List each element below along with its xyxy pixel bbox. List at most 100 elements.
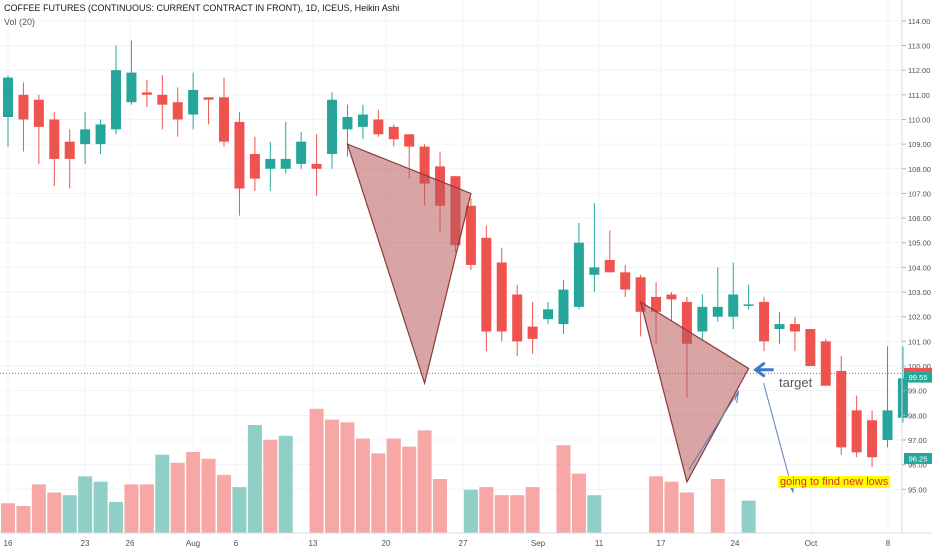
volume-indicator-label[interactable]: Vol (20) (4, 17, 36, 27)
candle-body (157, 94, 168, 105)
candle-body (666, 294, 677, 300)
volume-bar (571, 473, 586, 533)
date-label: 8 (886, 539, 891, 548)
volume-bar (325, 419, 340, 533)
date-label: 11 (595, 539, 604, 548)
volume-bar (93, 481, 108, 533)
new-lows-label: going to find new lows (778, 476, 891, 488)
candle-body (527, 326, 538, 339)
volume-bar (1, 503, 15, 533)
candle-body (789, 324, 800, 332)
price-tick-label: 96.00 (908, 461, 927, 470)
triangle-pattern-1 (346, 143, 472, 386)
time-axis[interactable]: 16 23 26 Aug 6 13 20 27 Sep 11 17 24 Oct 8 (4, 539, 891, 548)
candle-body (620, 272, 631, 290)
projection-down-line (763, 383, 794, 492)
price-tick-label: 109.00 (908, 140, 931, 149)
price-tick-label: 112.00 (908, 66, 930, 75)
volume-bars (1, 408, 756, 533)
candle-body (496, 262, 507, 332)
volume-bar (386, 438, 401, 533)
volume-bar (201, 458, 216, 533)
date-label: 27 (459, 539, 468, 548)
candle-body (635, 277, 646, 312)
date-label: Oct (805, 539, 818, 548)
candle-body (805, 329, 816, 367)
price-tick-label: 114.00 (908, 17, 930, 26)
volume-bar (62, 495, 77, 533)
candle-body (481, 237, 492, 332)
volume-bar (679, 492, 694, 533)
volume-bar (402, 446, 417, 533)
volume-bar (78, 476, 93, 533)
candle-body (558, 289, 569, 325)
price-tick-label: 106.00 (908, 214, 931, 223)
price-badge-label: 96.25 (909, 454, 928, 463)
candle-body (234, 121, 245, 189)
price-badge-label: 99.55 (909, 373, 928, 382)
volume-bar (217, 474, 232, 533)
price-tick-label: 113.00 (908, 42, 930, 51)
candle-body (203, 97, 214, 100)
grid (0, 0, 902, 533)
date-label: 23 (81, 539, 90, 548)
volume-bar (16, 506, 31, 533)
candle-body (589, 267, 600, 275)
candle-body (867, 420, 878, 458)
candle-body (759, 301, 770, 342)
price-tick-label: 105.00 (908, 239, 931, 248)
target-arrow-head (753, 362, 766, 378)
volume-bar (587, 495, 602, 533)
volume-bar (124, 484, 139, 533)
price-axis[interactable]: 114.00 113.00 112.00 111.00 110.00 109.00 108.… (902, 17, 931, 494)
date-label: 17 (657, 539, 666, 548)
price-badge (904, 371, 932, 383)
candle-body (743, 304, 754, 306)
volume-bar (340, 422, 355, 533)
price-tick-label: 102.00 (908, 313, 931, 322)
candle-body (49, 119, 60, 159)
price-tick-label: 111.00 (908, 91, 930, 100)
candle-body (327, 99, 338, 154)
candle-body (357, 114, 368, 127)
volume-bar (47, 492, 62, 533)
candle-body (651, 296, 662, 312)
date-label: 16 (4, 539, 13, 548)
candle-body (64, 141, 75, 159)
volume-bar (479, 487, 494, 533)
symbol-title: COFFEE FUTURES (CONTINUOUS: CURRENT CONT… (4, 3, 400, 13)
candle-body (111, 70, 122, 130)
price-tick-label: 101.00 (908, 337, 931, 346)
candle-body (388, 126, 399, 140)
candle-body (543, 309, 554, 320)
price-tick-label: 110.00 (908, 115, 930, 124)
volume-bar (139, 484, 154, 533)
candle-body (404, 134, 415, 147)
date-label: Aug (186, 539, 200, 548)
drawing-overlays[interactable] (0, 143, 902, 494)
volume-bar (463, 489, 478, 533)
candle-body (18, 94, 29, 120)
candle-body (311, 163, 322, 169)
projection-up-line (688, 390, 740, 470)
target-label: target (779, 375, 813, 390)
candle-body (95, 124, 106, 145)
candle-body (280, 158, 291, 169)
candle-body (265, 158, 276, 169)
candle-body (573, 242, 584, 307)
date-label: 6 (234, 539, 239, 548)
candle-body (512, 294, 523, 342)
volume-bar (309, 408, 324, 533)
candle-body (172, 102, 183, 120)
volume-bar (649, 476, 664, 533)
candle-body (465, 205, 476, 265)
candle-body (126, 72, 137, 103)
volume-bar (155, 454, 170, 533)
volume-bar (741, 500, 756, 533)
volume-bar (263, 439, 278, 533)
date-label: 24 (731, 539, 740, 548)
candle-body (897, 378, 908, 418)
date-label: 26 (126, 539, 135, 548)
